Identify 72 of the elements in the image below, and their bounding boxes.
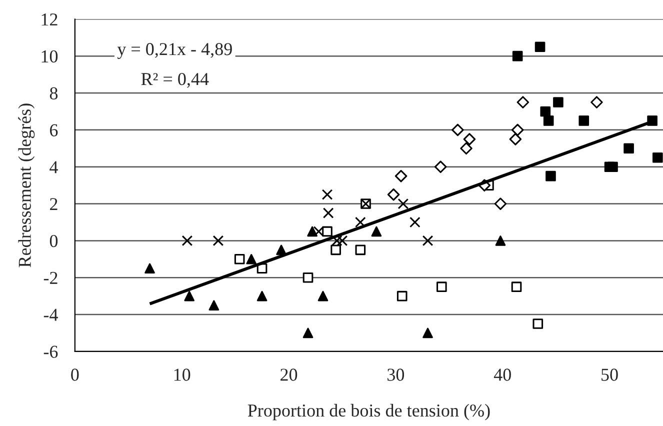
point <box>495 236 506 246</box>
point <box>212 235 224 246</box>
point <box>434 160 447 173</box>
point <box>398 198 409 210</box>
y-tick-label: 2 <box>50 198 58 210</box>
point <box>543 116 554 126</box>
point <box>184 290 194 302</box>
point <box>516 96 530 108</box>
y-tick-label: 4 <box>50 161 58 174</box>
point <box>234 254 245 264</box>
point <box>532 318 544 329</box>
point <box>534 42 546 52</box>
point <box>512 50 523 62</box>
y-tick-label: 8 <box>50 87 58 100</box>
x-axis-title: Proportion de bois de tension (%) <box>248 404 490 420</box>
point <box>387 188 400 201</box>
point <box>509 133 522 146</box>
x-tick-label: 0 <box>71 368 79 381</box>
y-tick-label: 12 <box>42 13 58 26</box>
point <box>590 96 603 108</box>
point <box>410 216 420 228</box>
point <box>331 235 342 246</box>
point <box>208 300 220 310</box>
point <box>144 263 155 274</box>
y-tick-label: 10 <box>42 50 58 63</box>
point <box>624 143 634 154</box>
point <box>302 272 314 283</box>
y-tick-label: 0 <box>50 234 58 248</box>
x-tick-label: 30 <box>388 368 404 381</box>
point <box>394 170 408 182</box>
point <box>553 97 564 108</box>
annotation: R² = 0,44 <box>141 72 209 88</box>
point <box>422 235 434 246</box>
point <box>652 152 663 163</box>
point <box>436 282 447 292</box>
point <box>322 189 333 200</box>
point <box>318 290 328 302</box>
point <box>182 235 193 246</box>
point <box>460 142 472 155</box>
point <box>355 244 366 256</box>
y-tick-label: -2 <box>44 272 58 284</box>
point <box>511 282 522 292</box>
x-tick-label: 50 <box>602 368 618 381</box>
point <box>546 170 556 182</box>
point <box>330 244 341 256</box>
point <box>463 133 476 146</box>
point <box>336 235 348 246</box>
point <box>540 106 551 117</box>
y-tick-label: -4 <box>44 308 58 321</box>
point <box>313 226 324 237</box>
x-tick-label: 20 <box>280 368 298 381</box>
point <box>302 328 314 338</box>
annotation: y = 0,21x - 4,89 <box>117 43 232 59</box>
point <box>256 290 268 302</box>
point <box>422 328 433 338</box>
point <box>322 208 334 218</box>
point <box>578 116 590 126</box>
x-tick-label: 10 <box>174 368 190 381</box>
point <box>511 124 524 136</box>
point <box>452 124 464 136</box>
point <box>396 290 408 302</box>
y-axis-title: Redressement (degrés) <box>18 104 35 268</box>
point <box>307 226 318 237</box>
point <box>354 216 366 228</box>
point <box>322 226 332 237</box>
y-tick-label: 6 <box>50 124 58 136</box>
point <box>494 198 507 210</box>
point <box>608 162 618 172</box>
point <box>371 226 382 237</box>
x-tick-label: 40 <box>494 368 511 381</box>
y-tick-label: -6 <box>44 346 58 358</box>
point <box>246 254 256 264</box>
